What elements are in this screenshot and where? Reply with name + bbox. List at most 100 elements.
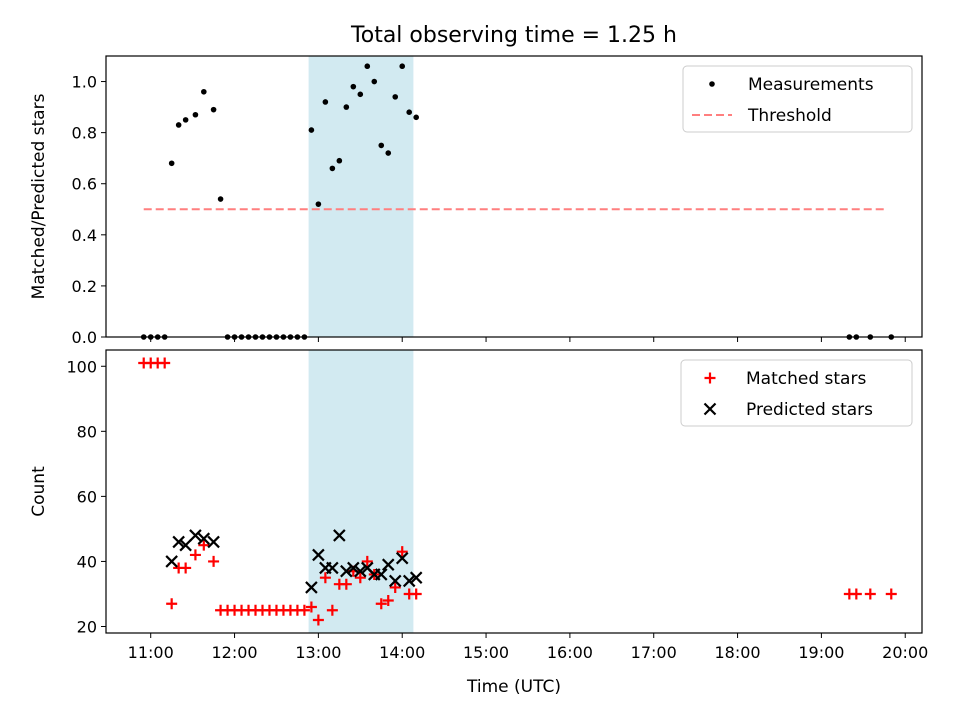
ratio-panel: 0.0 0.2 0.4 0.6 0.8 1.0 Matched/Predicted star… bbox=[29, 55, 923, 347]
legend-label: Threshold bbox=[747, 106, 832, 126]
data-point bbox=[192, 111, 199, 118]
x-tick-label: 16:00 bbox=[547, 643, 593, 662]
legend-marker bbox=[703, 402, 717, 416]
data-point bbox=[396, 546, 408, 558]
data-point bbox=[326, 561, 339, 575]
data-point bbox=[409, 571, 423, 584]
data-point bbox=[388, 574, 402, 588]
data-point bbox=[207, 535, 220, 549]
data-point bbox=[385, 150, 392, 156]
data-point bbox=[343, 104, 350, 110]
series-predicted-stars bbox=[165, 529, 423, 594]
legend-label: Matched stars bbox=[746, 369, 866, 389]
data-point bbox=[189, 529, 202, 542]
data-point bbox=[354, 564, 367, 578]
y-tick-label: 0.2 bbox=[72, 277, 97, 296]
data-point bbox=[319, 572, 331, 584]
legend-label: Predicted stars bbox=[746, 400, 873, 420]
data-point bbox=[371, 78, 378, 85]
legend-marker bbox=[704, 372, 716, 384]
data-point bbox=[182, 117, 189, 123]
y-tick-label: 20 bbox=[77, 617, 97, 636]
data-point bbox=[410, 588, 422, 600]
data-point bbox=[364, 63, 371, 70]
data-point bbox=[175, 122, 182, 128]
y-tick-label: 40 bbox=[77, 552, 97, 571]
axes-frame bbox=[105, 349, 923, 634]
data-point bbox=[395, 551, 409, 565]
data-point bbox=[392, 94, 399, 100]
x-tick-label: 13:00 bbox=[295, 643, 341, 662]
y-tick-label: 80 bbox=[77, 422, 97, 441]
data-point bbox=[329, 165, 336, 172]
legend-marker bbox=[709, 81, 715, 87]
data-point bbox=[210, 106, 217, 113]
x-axis-label: Time (UTC) bbox=[466, 677, 561, 697]
data-point bbox=[172, 535, 185, 549]
y-axis-label: Matched/Predicted stars bbox=[29, 93, 49, 299]
x-tick-label: 14:00 bbox=[379, 643, 425, 662]
y-tick-label: 0.6 bbox=[72, 175, 97, 194]
y-tick-label: 100 bbox=[66, 357, 97, 376]
x-tick-label: 11:00 bbox=[128, 643, 174, 662]
data-point bbox=[381, 558, 395, 571]
y-tick-label: 0.0 bbox=[72, 328, 97, 347]
data-point bbox=[402, 574, 416, 588]
data-point bbox=[312, 614, 324, 626]
data-point bbox=[406, 109, 413, 115]
data-point bbox=[333, 529, 346, 542]
data-point bbox=[361, 555, 373, 567]
data-point bbox=[350, 83, 357, 90]
y-tick-label: 0.4 bbox=[72, 226, 97, 245]
x-tick-label: 20:00 bbox=[882, 643, 928, 662]
data-point bbox=[312, 548, 325, 562]
axes-frame bbox=[105, 55, 923, 338]
data-point bbox=[340, 564, 353, 578]
x-tick-label: 12:00 bbox=[211, 643, 257, 662]
data-point bbox=[315, 201, 322, 207]
figure-title: Total observing time = 1.25 h bbox=[350, 23, 677, 48]
x-tick-label: 18:00 bbox=[715, 643, 761, 662]
legend: Measurements Threshold bbox=[682, 65, 913, 133]
legend: Matched stars Predicted stars bbox=[680, 359, 913, 427]
data-point bbox=[168, 160, 175, 167]
data-point bbox=[189, 549, 201, 561]
data-point bbox=[201, 88, 207, 95]
data-point bbox=[166, 598, 178, 610]
data-point bbox=[159, 357, 171, 369]
data-point bbox=[340, 578, 352, 590]
legend-label: Measurements bbox=[748, 75, 874, 95]
y-tick-label: 60 bbox=[77, 487, 97, 506]
series-matched-stars bbox=[138, 357, 897, 626]
data-point bbox=[322, 99, 329, 105]
data-point bbox=[308, 127, 315, 133]
data-point bbox=[305, 581, 318, 594]
data-point bbox=[850, 588, 862, 600]
data-point bbox=[208, 555, 220, 567]
data-point bbox=[165, 555, 178, 568]
x-tick-label: 17:00 bbox=[631, 643, 677, 662]
y-axis-label: Count bbox=[29, 466, 49, 517]
data-point bbox=[336, 157, 343, 164]
data-point bbox=[298, 604, 310, 616]
data-point bbox=[382, 594, 394, 606]
data-point bbox=[180, 562, 192, 574]
legend-box bbox=[680, 359, 913, 427]
data-point bbox=[413, 114, 419, 121]
data-point bbox=[198, 539, 210, 551]
data-point bbox=[399, 63, 406, 70]
legend-box bbox=[682, 65, 913, 133]
data-point bbox=[197, 532, 211, 545]
data-point bbox=[864, 588, 876, 600]
y-tick-label: 1.0 bbox=[72, 73, 97, 92]
data-point bbox=[354, 572, 366, 584]
data-point bbox=[326, 604, 338, 616]
data-point bbox=[389, 581, 401, 593]
x-tick-label: 15:00 bbox=[463, 643, 509, 662]
data-point bbox=[305, 601, 317, 613]
data-point bbox=[179, 538, 192, 552]
data-point bbox=[347, 561, 360, 575]
data-point bbox=[375, 598, 387, 610]
observing-window-span bbox=[308, 350, 414, 633]
